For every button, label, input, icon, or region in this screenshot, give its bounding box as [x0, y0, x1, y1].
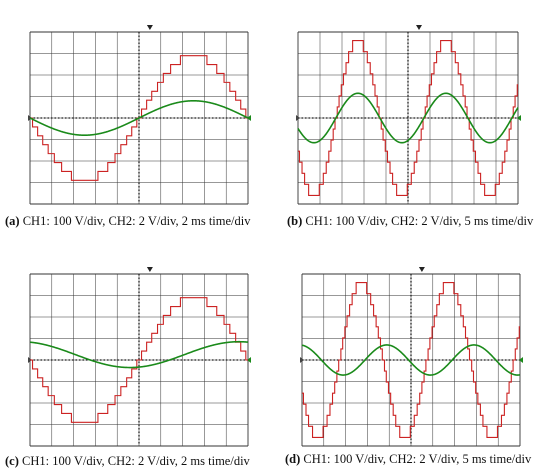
caption-d: (d) CH1: 100 V/div, CH2: 2 V/div, 5 ms t…	[285, 452, 531, 467]
ch1-waveform-line	[302, 282, 520, 438]
caption-text-a: CH1: 100 V/div, CH2: 2 V/div, 2 ms time/…	[22, 214, 251, 228]
caption-text-c: CH1: 100 V/div, CH2: 2 V/div, 2 ms time/…	[22, 454, 250, 468]
ch2-waveform-line	[29, 340, 249, 369]
panel-label-c: (c)	[5, 454, 19, 468]
trigger-marker-icon	[146, 25, 153, 30]
ch2-waveform-line	[297, 92, 519, 144]
ground-left-marker-icon	[296, 115, 300, 121]
scope-panel-d	[300, 252, 524, 452]
ground-right-marker-icon	[247, 357, 251, 363]
ground-right-marker-icon	[517, 115, 521, 121]
ground-right-marker-icon	[247, 115, 251, 121]
oscilloscope-screen-c	[28, 267, 251, 447]
panel-label-b: (b)	[287, 214, 303, 228]
oscilloscope-screen-d	[300, 267, 523, 447]
oscilloscope-screen-b	[296, 25, 521, 205]
caption-b: (b) CH1: 100 V/div, CH2: 2 V/div, 5 ms t…	[287, 214, 533, 229]
ground-left-marker-icon	[300, 357, 304, 363]
ch1-waveform-line	[298, 40, 518, 196]
caption-a: (a) CH1: 100 V/div, CH2: 2 V/div, 2 ms t…	[5, 214, 251, 229]
panel-label-d: (d)	[285, 452, 301, 466]
trigger-marker-icon	[146, 267, 153, 272]
scope-panel-b	[296, 10, 522, 210]
ch1-waveform-line	[30, 297, 248, 423]
caption-text-b: CH1: 100 V/div, CH2: 2 V/div, 5 ms time/…	[305, 214, 534, 228]
ground-right-marker-icon	[519, 357, 523, 363]
scope-panel-a	[28, 10, 252, 210]
caption-text-d: CH1: 100 V/div, CH2: 2 V/div, 5 ms time/…	[303, 452, 532, 466]
panel-label-a: (a)	[5, 214, 20, 228]
oscilloscope-screen-a	[28, 25, 251, 205]
trigger-marker-icon	[416, 25, 422, 30]
trigger-marker-icon	[418, 267, 425, 272]
scope-panel-c	[28, 252, 252, 452]
ch2-waveform-line	[29, 100, 249, 136]
ch2-waveform-line	[301, 344, 521, 376]
caption-c: (c) CH1: 100 V/div, CH2: 2 V/div, 2 ms t…	[5, 454, 250, 469]
